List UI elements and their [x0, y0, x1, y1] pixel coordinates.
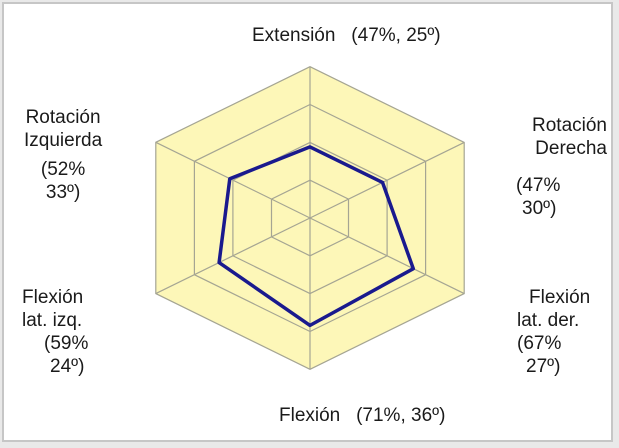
axis-label-flexion-lat-der: Flexión lat. der. (67% 27º) — [517, 287, 591, 377]
axis-label-flexion: Flexión (71%, 36º) — [279, 405, 446, 426]
radar-spoke — [309, 141, 465, 219]
radar-grid — [155, 66, 465, 370]
axis-label-rotacion-derecha: Rotación Derecha — [532, 115, 607, 159]
radar-series-line — [217, 145, 416, 328]
radar-spoke — [309, 217, 465, 295]
radar-spoke — [155, 217, 311, 295]
axis-label-rotacion-izquierda: Rotación Izquierda (52% 33º) — [24, 107, 103, 203]
axis-label-extension: Extensión (47%, 25º) — [252, 25, 441, 46]
axis-label-flexion-lat-izq: Flexión lat. izq. (59% 24º) — [22, 287, 89, 377]
radar-series — [217, 145, 416, 328]
axis-value-rotacion-derecha: (47% 30º) — [516, 175, 561, 219]
radar-spoke — [155, 141, 311, 219]
